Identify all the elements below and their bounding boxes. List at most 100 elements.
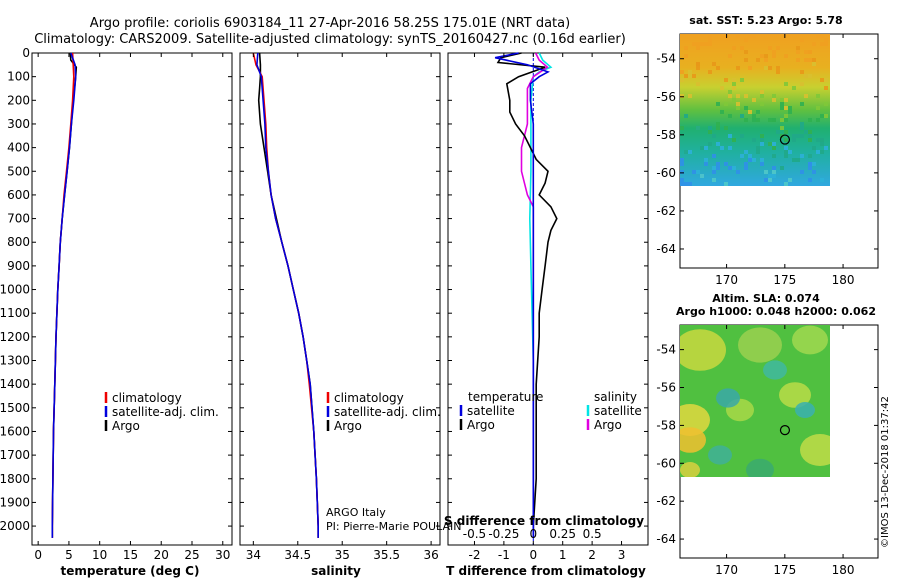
sst-pixel — [744, 50, 748, 54]
sst-pixel — [684, 182, 688, 186]
depth-tick-label: 2000 — [0, 519, 30, 533]
sst-pixel — [728, 54, 732, 58]
sst-pixel — [684, 46, 688, 50]
sst-pixel — [776, 46, 780, 50]
sst-pixel — [784, 182, 788, 186]
argo-float-marker — [779, 134, 791, 145]
map-lat-label: -58 — [656, 128, 676, 142]
salinity-x-ticks: 34 34.5 35 35.5 36 — [246, 53, 439, 562]
sst-pixel — [768, 174, 772, 178]
x-tick-label: 30 — [215, 548, 230, 562]
sst-pixel — [788, 178, 792, 182]
sst-pixel — [816, 138, 820, 142]
sst-pixel — [692, 74, 696, 78]
sst-pixel — [800, 82, 804, 86]
sst-pixel — [768, 46, 772, 50]
sst-pixel — [760, 102, 764, 106]
depth-tick-label: 1800 — [0, 472, 30, 486]
sst-pixel — [716, 102, 720, 106]
sst-pixel — [808, 154, 812, 158]
map-lon-label: 175 — [773, 563, 796, 577]
sst-pixel — [780, 106, 784, 110]
sst-pixel — [808, 138, 812, 142]
depth-tick-label: 200 — [7, 93, 30, 107]
sst-pixel — [680, 94, 684, 98]
depth-tick-label: 300 — [7, 117, 30, 131]
sst-pixel — [816, 106, 820, 110]
sst-pixel — [768, 142, 772, 146]
s-diff-tick-label: 0.25 — [549, 527, 576, 541]
sst-pixel — [800, 70, 804, 74]
sst-pixel — [812, 58, 816, 62]
sst-pixel — [816, 150, 820, 154]
sst-pixel — [728, 146, 732, 150]
sst-pixel — [736, 34, 740, 38]
temperature-Argo-series-line — [496, 52, 558, 538]
sst-pixel — [804, 130, 808, 134]
sst-pixel — [696, 82, 700, 86]
s-diff-tick-label: 0.5 — [583, 527, 602, 541]
salinity-axes-box — [239, 52, 441, 546]
sst-pixel — [684, 54, 688, 58]
x-tick-label: 15 — [123, 548, 138, 562]
depth-tick-label: 600 — [7, 188, 30, 202]
sst-pixel — [760, 90, 764, 94]
sst-pixel — [724, 102, 728, 106]
sst-pixel — [736, 66, 740, 70]
x-tick-label: 34 — [246, 548, 261, 562]
sst-pixel — [736, 106, 740, 110]
sst-pixel — [708, 34, 712, 38]
sla-anomaly-blob — [795, 402, 815, 418]
depth-tick-label: 900 — [7, 259, 30, 273]
sst-pixel — [788, 106, 792, 110]
sst-pixel — [712, 170, 716, 174]
sst-map-title: sat. SST: 5.23 Argo: 5.78 — [689, 14, 842, 27]
sst-pixel — [764, 54, 768, 58]
x-tick-label: 25 — [184, 548, 199, 562]
sst-pixel — [744, 166, 748, 170]
temperature-x-axis-label: temperature (deg C) — [61, 564, 200, 578]
sst-pixel — [788, 110, 792, 114]
sst-pixel — [784, 114, 788, 118]
credit-argo-program: ARGO Italy — [326, 506, 386, 519]
sla-anomaly-blob — [746, 458, 774, 477]
sst-pixel — [732, 166, 736, 170]
sst-pixel — [768, 118, 772, 122]
sst-pixel — [808, 134, 812, 138]
map-lat-label: -64 — [656, 532, 676, 546]
temperature-series-group — [51, 52, 78, 538]
sst-pixel — [756, 58, 760, 62]
depth-tick-label: 100 — [7, 70, 30, 84]
legend-label: climatology — [112, 391, 182, 405]
credit-pi-name: PI: Pierre-Marie POULAIN — [326, 520, 461, 533]
map-lat-label: -54 — [656, 343, 676, 357]
sst-pixel — [800, 154, 804, 158]
sst-pixel — [712, 154, 716, 158]
sst-pixel — [736, 102, 740, 106]
sst-pixel — [724, 126, 728, 130]
sst-pixel — [792, 134, 796, 138]
sst-pixel — [812, 42, 816, 46]
sst-pixel — [784, 138, 788, 142]
sst-pixel — [740, 46, 744, 50]
map-lon-label: 175 — [773, 273, 796, 287]
t-diff-tick-label: 1 — [559, 548, 567, 562]
t-difference-x-ticks: -2 -1 0 1 2 3 — [468, 53, 625, 562]
imos-timestamp-watermark: ©IMOS 13-Dec-2018 01:37:42 — [880, 396, 891, 548]
sst-pixel — [772, 154, 776, 158]
sst-pixel — [780, 98, 784, 102]
legend-temperature-title: temperature — [468, 390, 543, 404]
sst-pixel — [716, 166, 720, 170]
s-difference-axis-label: S difference from climatology — [444, 514, 644, 528]
sst-pixel — [764, 58, 768, 62]
sla-anomaly-blob — [779, 382, 811, 408]
depth-y-ticks: 0 100 200 300 400 500 600 700 800 900 1000 1100 1200… — [0, 46, 648, 533]
depth-tick-label: 1200 — [0, 330, 30, 344]
depth-tick-label: 1000 — [0, 283, 30, 297]
sst-pixel — [740, 134, 744, 138]
sst-pixel — [740, 114, 744, 118]
sst-pixel — [808, 74, 812, 78]
sst-pixel — [752, 114, 756, 118]
sla-map-ticks: 170 175 180 -54 -56 -58 -60 -62 -64 — [656, 325, 878, 577]
sla-anomaly-blob — [738, 327, 782, 363]
